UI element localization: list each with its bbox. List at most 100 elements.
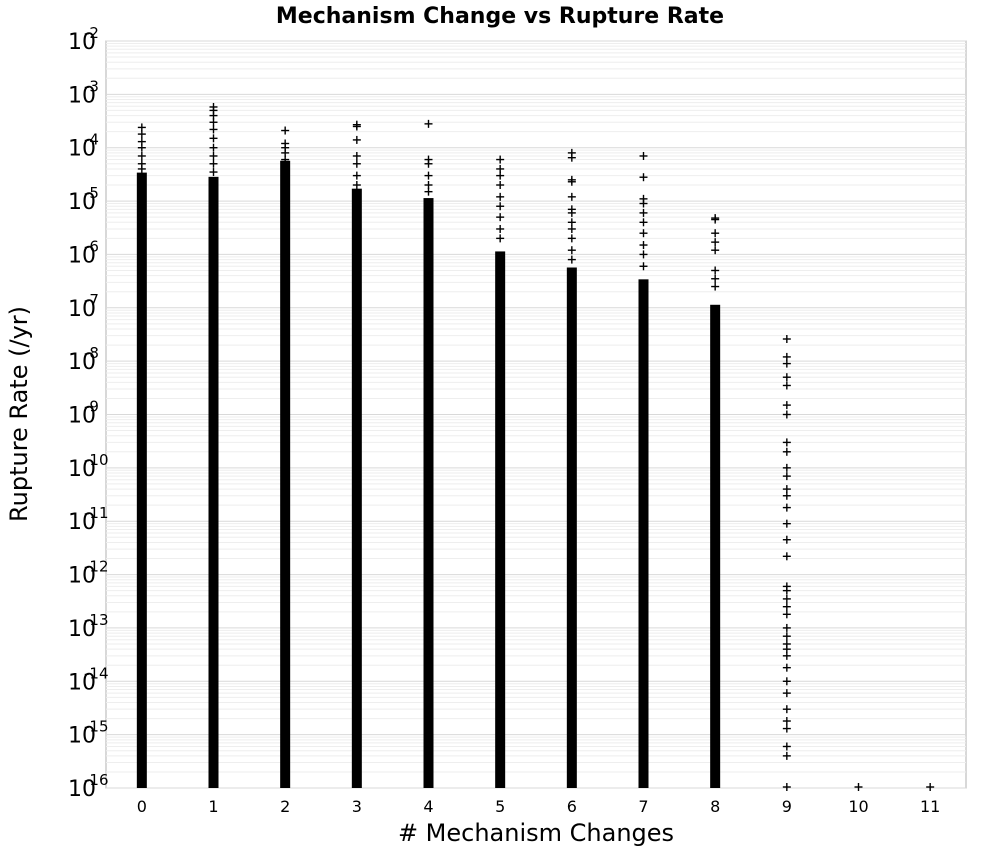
y-tick-label: 10 bbox=[68, 350, 96, 375]
y-tick-exponent: -7 bbox=[84, 291, 99, 309]
plus-marker bbox=[424, 119, 433, 128]
plus-marker bbox=[496, 213, 505, 222]
y-tick-exponent: -5 bbox=[84, 184, 99, 202]
y-tick-exponent: -4 bbox=[84, 131, 99, 149]
y-tick-label: 10 bbox=[68, 297, 96, 322]
plus-marker bbox=[782, 586, 791, 595]
y-tick-label: 10 bbox=[68, 83, 96, 108]
plus-marker bbox=[281, 155, 290, 164]
plus-marker bbox=[137, 143, 146, 152]
plus-marker bbox=[782, 602, 791, 611]
plus-marker bbox=[782, 724, 791, 733]
plus-marker bbox=[782, 381, 791, 390]
plus-marker bbox=[567, 255, 576, 264]
dense-point-column bbox=[638, 279, 649, 788]
y-tick-label: 10 bbox=[68, 617, 96, 642]
plus-marker bbox=[782, 552, 791, 561]
plus-marker bbox=[782, 689, 791, 698]
dense-point-column bbox=[495, 251, 506, 788]
dense-point-column bbox=[566, 267, 577, 788]
plus-marker bbox=[639, 218, 648, 227]
plus-marker bbox=[782, 410, 791, 419]
y-tick-label: 10 bbox=[68, 510, 96, 535]
x-tick-label: 5 bbox=[495, 797, 505, 816]
plus-marker bbox=[782, 677, 791, 686]
plus-marker bbox=[782, 447, 791, 456]
plus-marker bbox=[782, 472, 791, 481]
plus-marker bbox=[854, 783, 863, 791]
plus-marker bbox=[567, 177, 576, 186]
data-points bbox=[136, 102, 935, 791]
plus-marker bbox=[352, 135, 361, 144]
x-tick-label: 0 bbox=[137, 797, 147, 816]
plus-marker bbox=[711, 274, 720, 283]
plus-marker bbox=[711, 282, 720, 291]
plus-marker bbox=[782, 663, 791, 672]
plus-marker bbox=[137, 164, 146, 173]
y-tick-label: 10 bbox=[68, 137, 96, 162]
plus-marker bbox=[496, 202, 505, 211]
plus-marker bbox=[782, 373, 791, 382]
x-tick-label: 8 bbox=[710, 797, 720, 816]
x-tick-label: 11 bbox=[920, 797, 940, 816]
y-tick-exponent: -8 bbox=[84, 344, 99, 362]
plus-marker bbox=[782, 503, 791, 512]
plus-marker bbox=[424, 159, 433, 168]
plus-marker bbox=[639, 250, 648, 259]
y-tick-exponent: -13 bbox=[84, 611, 109, 629]
plus-marker bbox=[281, 126, 290, 135]
y-tick-exponent: -2 bbox=[84, 24, 99, 42]
plus-marker bbox=[782, 783, 791, 791]
plus-marker bbox=[782, 717, 791, 726]
y-tick-label: 10 bbox=[68, 404, 96, 429]
dense-point-column bbox=[710, 304, 721, 788]
plus-marker bbox=[496, 181, 505, 190]
plus-marker bbox=[782, 335, 791, 344]
plus-marker bbox=[711, 266, 720, 275]
y-tick-exponent: -6 bbox=[84, 237, 99, 255]
y-tick-label: 10 bbox=[68, 564, 96, 589]
plus-marker bbox=[711, 238, 720, 247]
plus-marker bbox=[782, 438, 791, 447]
y-tick-exponent: -9 bbox=[84, 398, 99, 416]
x-axis-title: # Mechanism Changes bbox=[398, 819, 674, 847]
plus-marker bbox=[567, 246, 576, 255]
plus-marker bbox=[782, 705, 791, 714]
y-tick-label: 10 bbox=[68, 777, 96, 802]
y-tick-exponent: -10 bbox=[84, 451, 109, 469]
plus-marker bbox=[711, 229, 720, 238]
plus-marker bbox=[209, 118, 218, 127]
plus-marker bbox=[496, 155, 505, 164]
y-tick-exponent: -16 bbox=[84, 771, 109, 789]
plus-marker bbox=[639, 262, 648, 271]
plus-marker bbox=[639, 151, 648, 160]
plus-marker bbox=[639, 208, 648, 217]
plus-marker bbox=[782, 535, 791, 544]
plus-marker bbox=[567, 153, 576, 162]
plus-marker bbox=[782, 610, 791, 619]
plus-marker bbox=[209, 125, 218, 134]
plus-marker bbox=[424, 171, 433, 180]
grid-lines bbox=[106, 40, 966, 789]
plus-marker bbox=[926, 783, 935, 791]
plus-marker bbox=[567, 234, 576, 243]
plus-marker bbox=[711, 215, 720, 224]
plus-marker bbox=[782, 751, 791, 760]
y-axis-ticks: 10-210-310-410-510-610-710-810-910-1010-… bbox=[68, 24, 109, 802]
y-tick-label: 10 bbox=[68, 30, 96, 55]
chart-title: Mechanism Change vs Rupture Rate bbox=[276, 4, 724, 29]
plus-marker bbox=[639, 173, 648, 182]
y-tick-label: 10 bbox=[68, 457, 96, 482]
plus-marker bbox=[209, 143, 218, 152]
x-tick-label: 2 bbox=[280, 797, 290, 816]
plus-marker bbox=[137, 130, 146, 139]
plus-marker bbox=[639, 199, 648, 208]
plus-marker bbox=[782, 651, 791, 660]
dense-point-column bbox=[280, 160, 291, 789]
plus-marker bbox=[782, 401, 791, 410]
y-axis-title: Rupture Rate (/yr) bbox=[5, 306, 33, 522]
plus-marker bbox=[352, 171, 361, 180]
x-tick-label: 1 bbox=[208, 797, 218, 816]
